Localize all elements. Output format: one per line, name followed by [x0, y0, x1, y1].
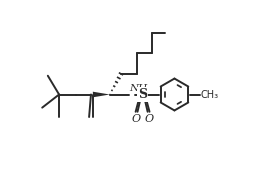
- Polygon shape: [93, 92, 110, 97]
- Text: O: O: [145, 114, 154, 124]
- Text: O: O: [131, 114, 141, 124]
- Text: S: S: [138, 88, 147, 101]
- Text: CH₃: CH₃: [201, 90, 219, 99]
- Text: NH: NH: [130, 84, 148, 93]
